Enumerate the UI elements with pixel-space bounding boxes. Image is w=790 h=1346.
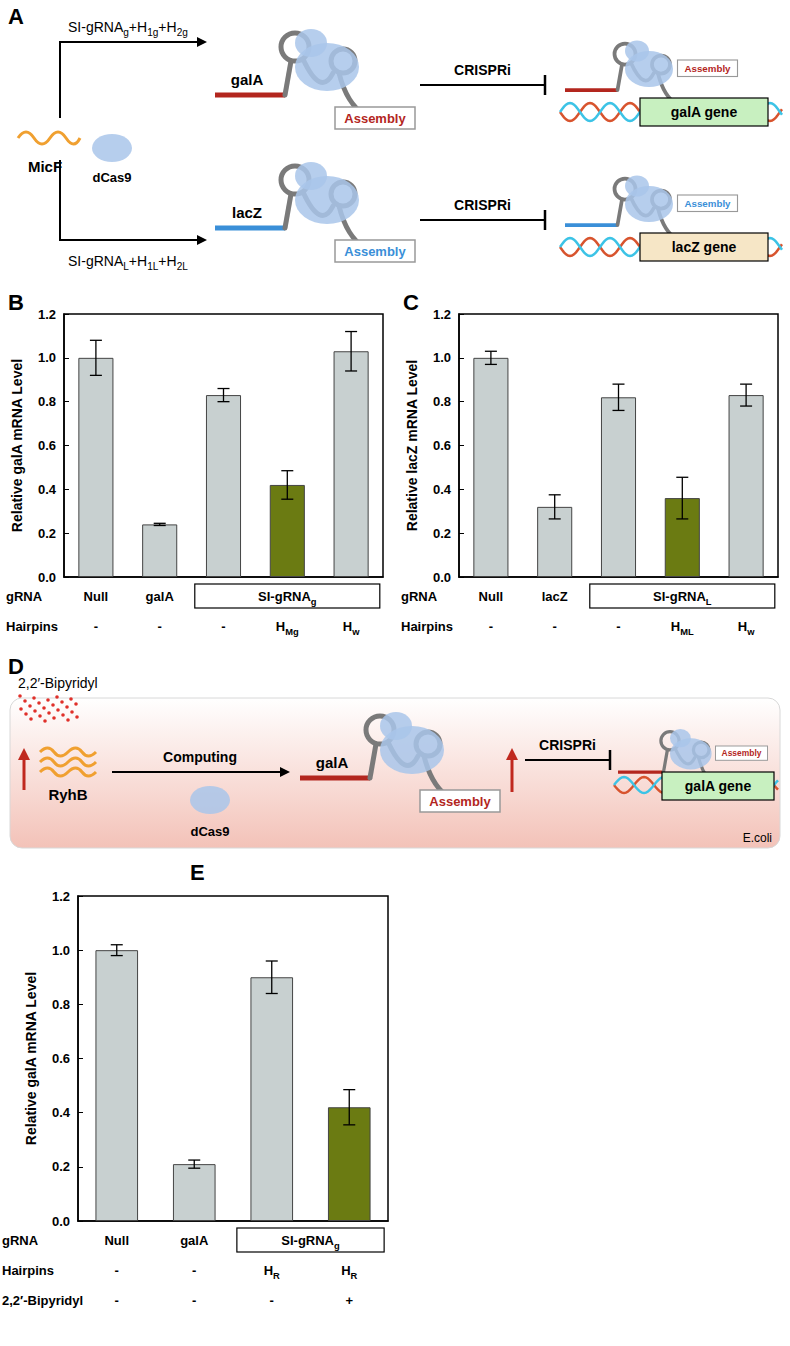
svg-text:Assembly: Assembly [684,63,731,74]
svg-text:Assembly: Assembly [344,244,406,259]
svg-text:0.2: 0.2 [38,526,56,541]
svg-text:-: - [221,619,225,634]
svg-text:dCas9: dCas9 [92,170,131,185]
svg-text:C: C [403,290,419,315]
svg-text:HR: HR [264,1263,280,1281]
svg-text:Hairpins: Hairpins [401,619,453,634]
svg-text:B: B [8,290,24,315]
svg-text:Hw: Hw [343,619,360,637]
svg-text:Assembly: Assembly [722,748,762,758]
svg-text:Assembly: Assembly [344,111,406,126]
svg-text:-: - [115,1263,119,1278]
svg-text:+: + [345,1293,353,1308]
svg-text:HML: HML [671,619,694,637]
svg-text:gRNA: gRNA [401,589,438,604]
svg-text:HMg: HMg [276,619,299,637]
svg-text:0.0: 0.0 [433,570,451,585]
svg-text:0.6: 0.6 [433,438,451,453]
svg-text:Relative lacZ mRNA Level: Relative lacZ mRNA Level [404,360,420,531]
svg-text:CRISPRi: CRISPRi [454,197,511,213]
svg-text:MicF: MicF [28,158,62,175]
svg-text:lacZ gene: lacZ gene [672,239,737,255]
svg-text:galA gene: galA gene [685,778,752,794]
svg-text:Relative galA mRNA Level: Relative galA mRNA Level [9,359,25,532]
svg-text:galA: galA [231,71,264,88]
svg-text:1.0: 1.0 [433,350,451,365]
svg-text:Assembly: Assembly [684,198,731,209]
svg-text:0.4: 0.4 [433,482,452,497]
svg-text:-: - [553,619,557,634]
svg-text:gRNA: gRNA [6,589,43,604]
svg-text:0.6: 0.6 [52,1051,70,1066]
svg-text:2,2′-Bipyridyl: 2,2′-Bipyridyl [18,675,98,691]
svg-text:0.6: 0.6 [38,438,56,453]
svg-text:2,2′-Bipyridyl: 2,2′-Bipyridyl [2,1293,83,1308]
svg-text:HR: HR [341,1263,357,1281]
svg-text:1.2: 1.2 [52,889,70,904]
svg-text:0.8: 0.8 [433,394,451,409]
svg-text:D: D [8,654,24,679]
svg-text:lacZ: lacZ [542,589,568,604]
svg-text:RyhB: RyhB [48,786,87,803]
svg-text:-: - [616,619,620,634]
svg-text:Relative galA mRNA Level: Relative galA mRNA Level [23,972,39,1145]
svg-text:-: - [192,1263,196,1278]
svg-text:-: - [94,619,98,634]
svg-text:SI-gRNAL: SI-gRNAL [653,589,712,607]
svg-text:E.coli: E.coli [743,831,772,845]
svg-text:0.2: 0.2 [52,1159,70,1174]
svg-text:1.0: 1.0 [52,943,70,958]
svg-text:dCas9: dCas9 [190,824,229,839]
svg-text:E: E [190,860,205,885]
svg-text:Null: Null [479,589,504,604]
svg-text:1.2: 1.2 [433,307,451,322]
svg-text:0.4: 0.4 [52,1105,71,1120]
svg-text:SI-gRNAL+H1L+H2L: SI-gRNAL+H1L+H2L [68,253,188,272]
svg-text:1.0: 1.0 [38,350,56,365]
svg-text:galA: galA [316,754,349,771]
svg-text:-: - [270,1293,274,1308]
svg-text:-: - [192,1293,196,1308]
svg-text:0.8: 0.8 [38,394,56,409]
svg-text:-: - [158,619,162,634]
svg-text:0.0: 0.0 [38,570,56,585]
svg-text:SI-gRNAg: SI-gRNAg [281,1233,340,1251]
svg-text:Null: Null [104,1233,129,1248]
svg-text:Hairpins: Hairpins [2,1263,54,1278]
svg-text:CRISPRi: CRISPRi [539,737,596,753]
svg-text:-: - [115,1293,119,1308]
svg-text:Assembly: Assembly [429,794,491,809]
svg-text:gRNA: gRNA [2,1233,39,1248]
svg-text:0.0: 0.0 [52,1214,70,1229]
svg-text:1.2: 1.2 [38,307,56,322]
svg-text:SI-gRNAg: SI-gRNAg [258,589,317,607]
svg-text:0.8: 0.8 [52,997,70,1012]
svg-text:SI-gRNAg+H1g+H2g: SI-gRNAg+H1g+H2g [68,19,188,38]
svg-text:0.2: 0.2 [433,526,451,541]
svg-text:CRISPRi: CRISPRi [454,62,511,78]
svg-text:-: - [489,619,493,634]
svg-text:Hairpins: Hairpins [6,619,58,634]
svg-text:Hw: Hw [738,619,755,637]
svg-text:Null: Null [84,589,109,604]
svg-text:A: A [8,4,24,29]
svg-text:lacZ: lacZ [232,204,262,221]
svg-text:galA: galA [146,589,175,604]
svg-text:0.4: 0.4 [38,482,57,497]
svg-text:Computing: Computing [163,749,237,765]
svg-text:galA: galA [180,1233,209,1248]
svg-text:galA gene: galA gene [671,104,738,120]
